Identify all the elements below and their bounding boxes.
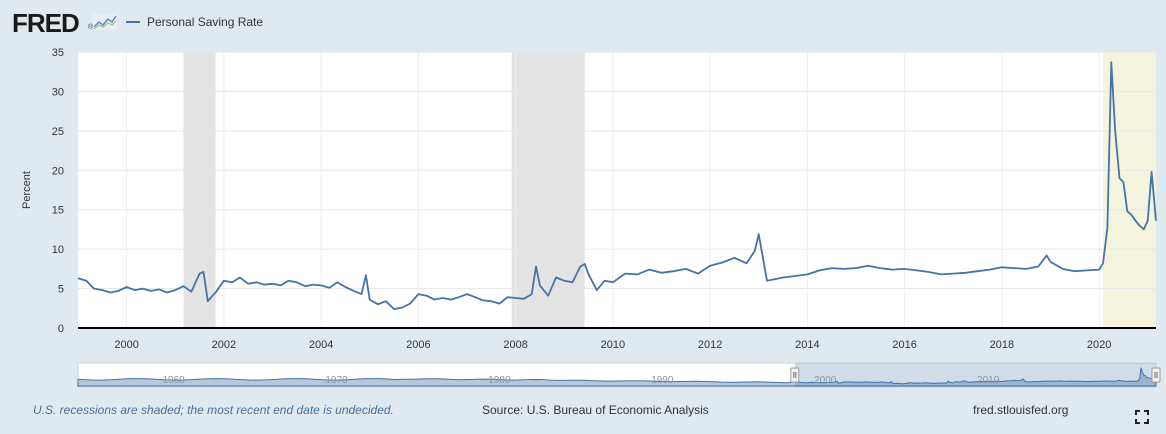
navigator-handle[interactable] <box>790 367 800 383</box>
x-tick-label: 2010 <box>601 339 625 351</box>
y-tick-label: 0 <box>58 323 64 335</box>
y-tick-label: 15 <box>52 205 64 217</box>
y-axis-label: Percent <box>21 171 33 209</box>
x-tick-label: 2006 <box>406 339 430 351</box>
legend-swatch <box>126 21 140 23</box>
navigator-handle[interactable] <box>1151 367 1161 383</box>
x-tick-label: 2016 <box>892 339 916 351</box>
y-tick-label: 30 <box>52 86 64 98</box>
y-tick-label: 25 <box>52 126 64 138</box>
x-tick-label: 2018 <box>990 339 1014 351</box>
x-tick-label: 2012 <box>698 339 722 351</box>
x-tick-label: 2002 <box>212 339 236 351</box>
plot-area <box>78 52 1156 328</box>
y-tick-label: 35 <box>52 47 64 59</box>
navigator-label: 1980 <box>488 375 511 386</box>
recession-band <box>511 52 585 328</box>
navigator-label: 2000 <box>814 375 837 386</box>
legend-label: Personal Saving Rate <box>147 15 264 29</box>
series-line <box>77 61 1157 311</box>
navigator-label: 1970 <box>325 375 348 386</box>
navigator-label: 2010 <box>977 375 1000 386</box>
logo-registered-mark: ® <box>88 24 94 31</box>
x-tick-label: 2020 <box>1087 339 1111 351</box>
x-tick-label: 2004 <box>309 339 333 351</box>
recession-band-recent <box>1102 52 1156 328</box>
x-tick-label: 2008 <box>503 339 527 351</box>
navigator-series <box>77 367 1157 387</box>
fullscreen-icon[interactable] <box>1135 410 1149 424</box>
recession-note: U.S. recessions are shaded; the most rec… <box>33 403 394 417</box>
navigator-label: 1990 <box>651 375 674 386</box>
fred-chart-icon <box>93 14 117 30</box>
chart-legend: Personal Saving Rate <box>126 13 263 31</box>
site-link[interactable]: fred.stlouisfed.org <box>973 403 1069 417</box>
y-tick-label: 10 <box>52 244 64 256</box>
x-tick-label: 2000 <box>114 339 138 351</box>
y-tick-label: 20 <box>52 165 64 177</box>
source-credit: Source: U.S. Bureau of Economic Analysis <box>482 403 709 417</box>
fred-logo[interactable]: FRED <box>12 8 80 38</box>
recession-band <box>183 52 216 328</box>
y-tick-label: 5 <box>58 284 64 296</box>
navigator-label: 1960 <box>162 375 185 386</box>
x-tick-label: 2014 <box>795 339 819 351</box>
navigator-selection <box>794 363 1156 387</box>
